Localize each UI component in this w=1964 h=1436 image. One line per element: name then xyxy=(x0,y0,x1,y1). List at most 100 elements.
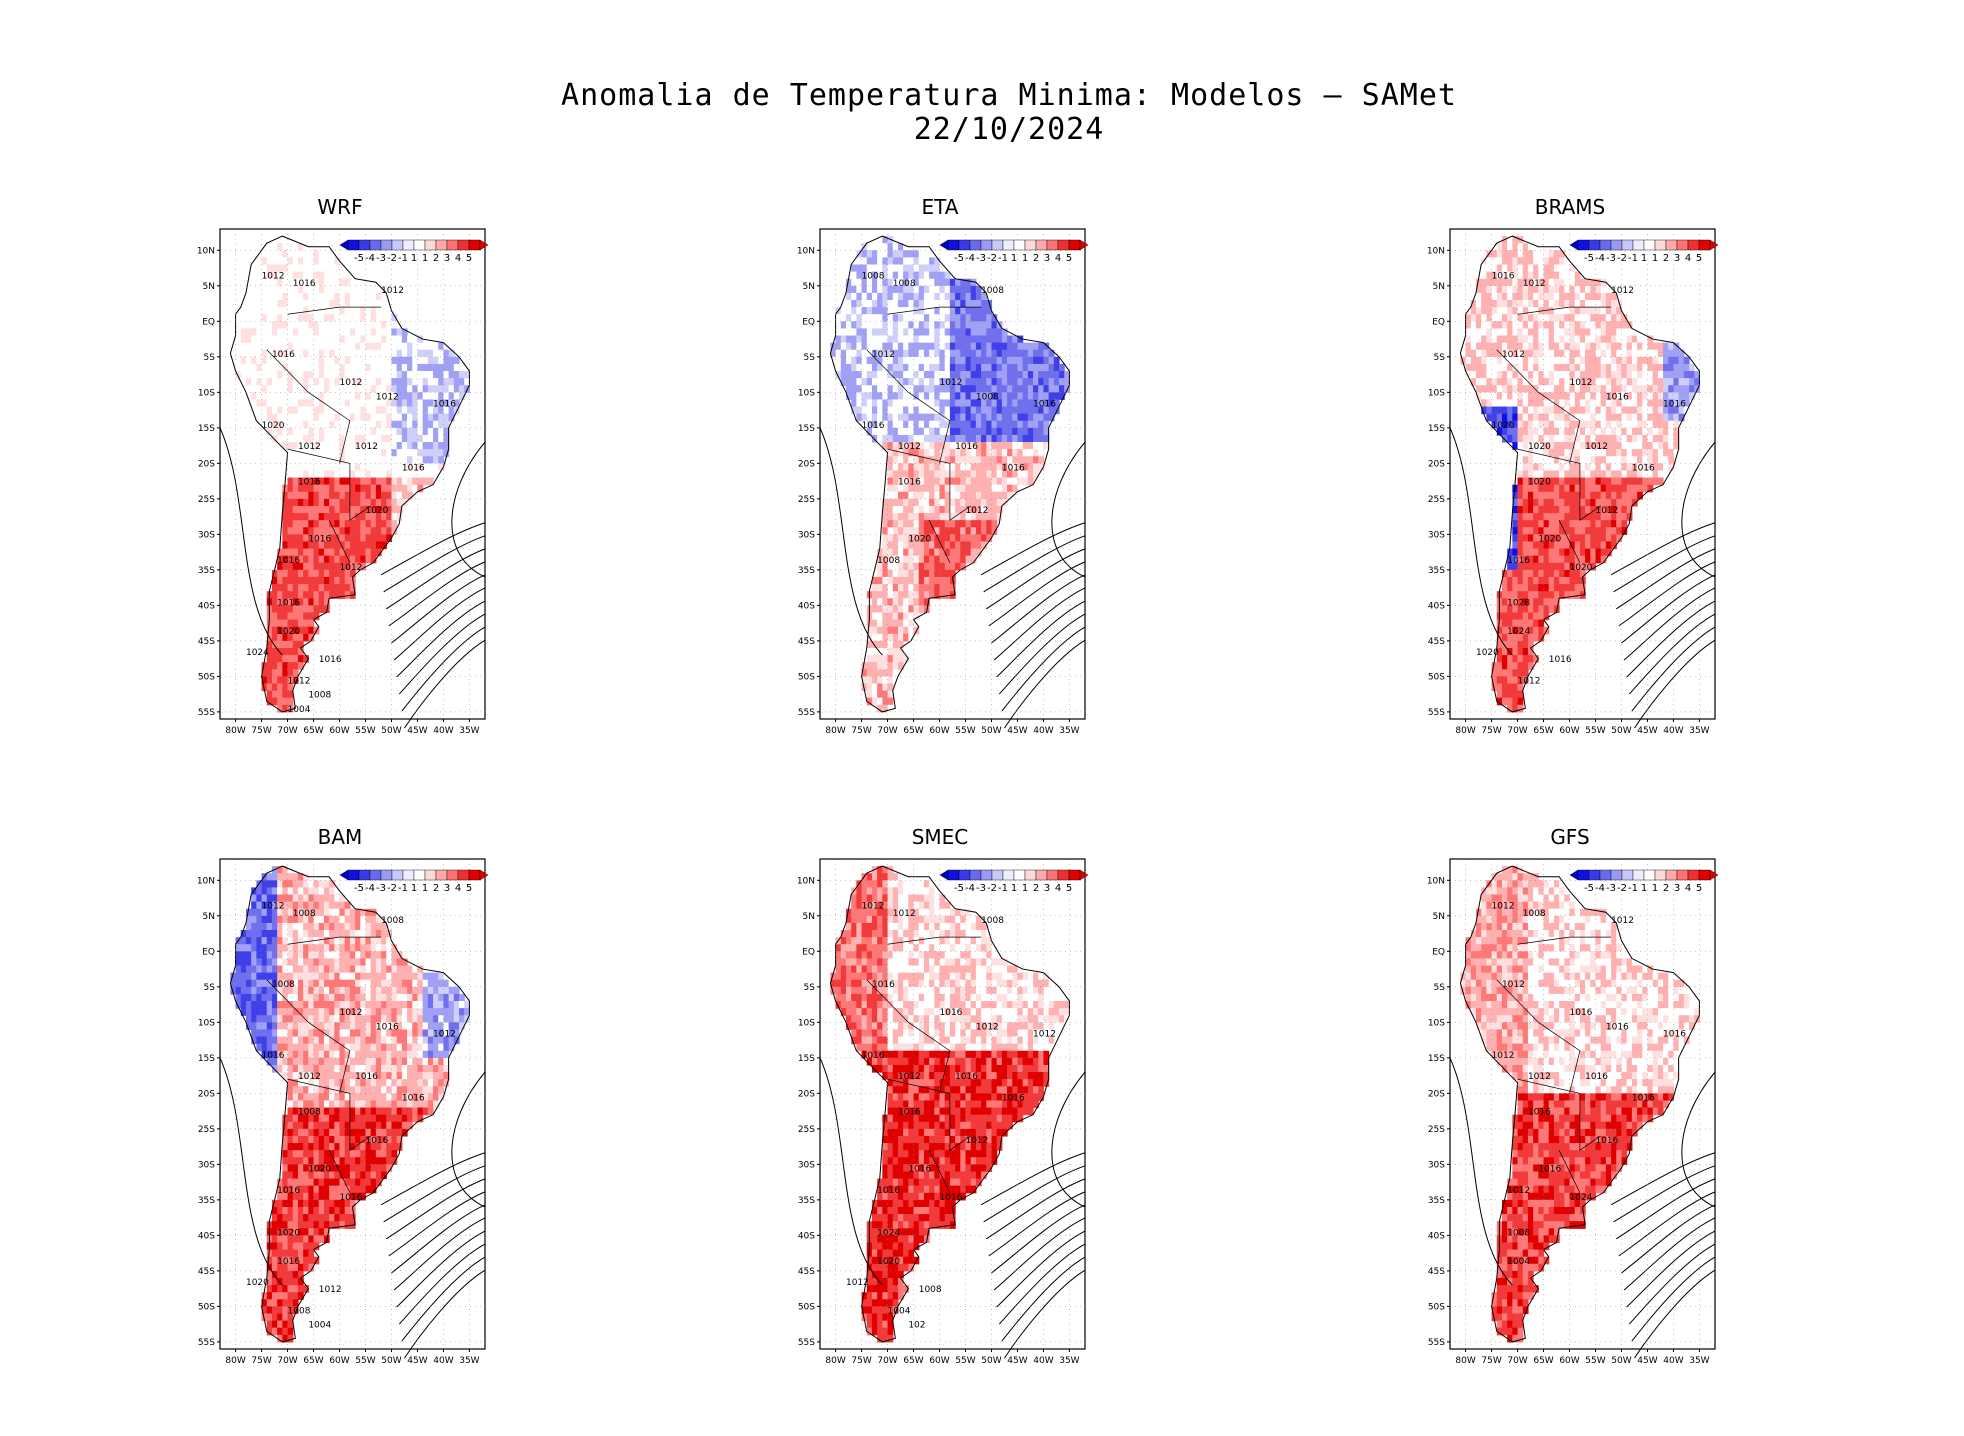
anomaly-cell xyxy=(355,513,361,521)
anomaly-cell xyxy=(887,385,894,393)
anomaly-cell xyxy=(908,378,915,386)
anomaly-cell xyxy=(375,491,382,500)
anomaly-cell xyxy=(329,484,335,493)
anomaly-cell xyxy=(334,356,341,365)
anomaly-cell xyxy=(939,399,946,408)
anomaly-cell xyxy=(1585,548,1591,557)
anomaly-cell xyxy=(318,300,325,308)
anomaly-cell xyxy=(1043,371,1050,379)
anomaly-cell xyxy=(349,534,356,543)
anomaly-cell xyxy=(1501,427,1508,436)
anomaly-cell xyxy=(1475,314,1482,322)
anomaly-cell xyxy=(897,527,904,535)
anomaly-cell xyxy=(1465,349,1472,358)
anomaly-cell xyxy=(271,420,278,429)
anomaly-cell xyxy=(923,505,930,514)
anomaly-cell xyxy=(1559,470,1565,479)
anomaly-cell xyxy=(323,271,330,280)
anomaly-cell xyxy=(897,328,904,337)
anomaly-cell xyxy=(923,420,930,429)
anomaly-cell xyxy=(965,371,972,379)
anomaly-cell xyxy=(1574,470,1581,479)
anomaly-cell xyxy=(1657,427,1664,436)
anomaly-cell xyxy=(318,513,325,521)
anomaly-cell xyxy=(1543,257,1550,266)
anomaly-cell xyxy=(401,335,408,344)
anomaly-cell xyxy=(1527,562,1534,571)
anomaly-cell xyxy=(1501,285,1508,294)
anomaly-cell xyxy=(1501,300,1508,308)
anomaly-cell xyxy=(1517,285,1524,294)
anomaly-cell xyxy=(303,392,309,401)
anomaly-cell xyxy=(318,463,325,472)
anomaly-cell xyxy=(996,378,1003,386)
anomaly-cell xyxy=(835,371,842,379)
anomaly-cell xyxy=(939,335,946,344)
anomaly-cell xyxy=(887,470,894,479)
anomaly-cell xyxy=(1470,371,1477,379)
anomaly-cell xyxy=(438,363,445,372)
anomaly-cell xyxy=(1548,477,1555,486)
anomaly-cell xyxy=(1647,427,1654,436)
anomaly-cell xyxy=(1533,520,1539,528)
anomaly-cell xyxy=(313,363,320,372)
anomaly-cell xyxy=(887,655,894,663)
anomaly-cell xyxy=(282,505,289,514)
anomaly-cell xyxy=(1517,371,1524,379)
anomaly-cell xyxy=(960,534,967,543)
anomaly-cell xyxy=(323,406,330,415)
anomaly-cell xyxy=(897,548,904,557)
anomaly-cell xyxy=(1621,399,1628,408)
anomaly-cell xyxy=(975,292,982,301)
isobar-label: 1016 xyxy=(319,655,342,665)
anomaly-cell xyxy=(329,505,335,514)
isobar-label: 1012 xyxy=(262,272,285,282)
anomaly-cell xyxy=(1522,292,1529,301)
legend-swatch xyxy=(380,239,393,251)
anomaly-cell xyxy=(986,385,993,393)
anomaly-cell xyxy=(355,314,361,322)
isobar-line xyxy=(380,522,486,576)
anomaly-cell xyxy=(396,335,403,344)
anomaly-cell xyxy=(934,349,941,358)
anomaly-cell xyxy=(835,321,842,330)
anomaly-cell xyxy=(1538,278,1545,287)
anomaly-cell xyxy=(892,392,899,401)
anomaly-cell xyxy=(427,349,434,358)
anomaly-cell xyxy=(866,363,873,372)
anomaly-cell xyxy=(360,434,367,443)
anomaly-cell xyxy=(934,541,941,550)
anomaly-cell xyxy=(1631,434,1638,443)
anomaly-cell xyxy=(1533,576,1539,585)
anomaly-cell xyxy=(365,385,372,393)
anomaly-cell xyxy=(1574,378,1581,386)
anomaly-cell xyxy=(908,569,915,578)
isobar-label: 1004 xyxy=(288,705,311,715)
anomaly-cell xyxy=(1548,406,1555,415)
anomaly-cell xyxy=(975,491,982,500)
anomaly-cell xyxy=(1533,250,1539,259)
anomaly-cell xyxy=(1543,520,1550,528)
anomaly-cell xyxy=(448,378,455,386)
anomaly-cell xyxy=(355,484,361,493)
anomaly-cell xyxy=(1486,335,1493,344)
anomaly-cell xyxy=(871,584,878,592)
anomaly-cell xyxy=(1574,591,1581,599)
anomaly-cell xyxy=(1512,640,1519,649)
anomaly-cell xyxy=(1559,463,1565,472)
anomaly-cell xyxy=(923,598,930,606)
anomaly-cell xyxy=(297,562,304,571)
anomaly-cell xyxy=(1585,378,1591,386)
anomaly-cell xyxy=(1517,505,1524,514)
anomaly-cell xyxy=(277,378,283,386)
anomaly-cell xyxy=(955,505,961,514)
anomaly-cell xyxy=(1507,328,1513,337)
anomaly-cell xyxy=(1559,271,1565,280)
anomaly-cell xyxy=(1527,243,1534,251)
anomaly-cell xyxy=(245,300,252,308)
anomaly-cell xyxy=(1012,449,1019,457)
anomaly-cell xyxy=(1538,399,1545,408)
anomaly-cell xyxy=(1527,264,1534,273)
anomaly-cell xyxy=(1017,378,1024,386)
anomaly-cell xyxy=(251,271,257,280)
